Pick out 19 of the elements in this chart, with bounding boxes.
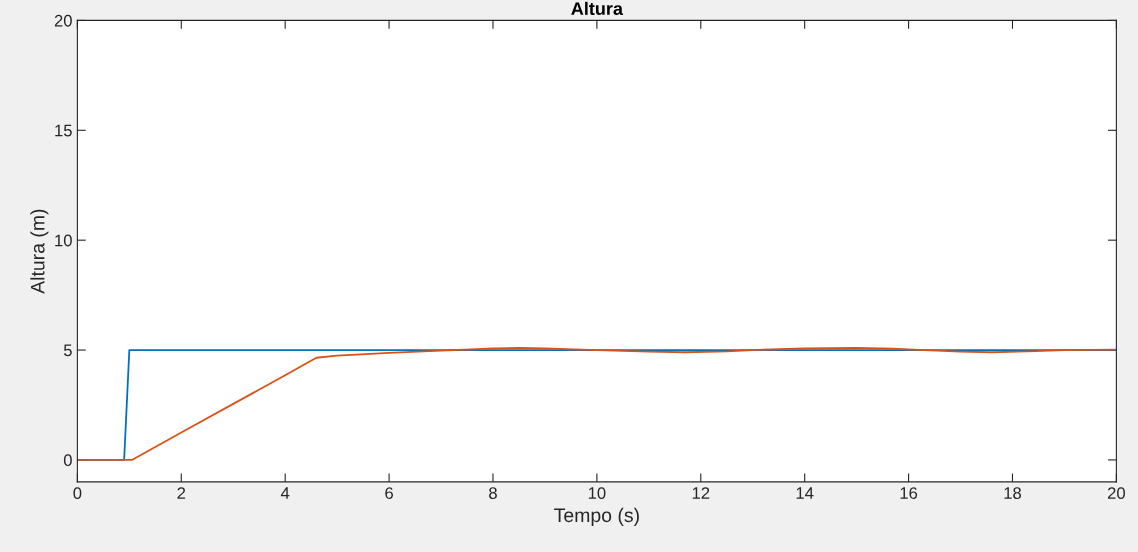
x-axis-title: Tempo (s) [554, 507, 639, 526]
x-tick-label: 20 [1107, 487, 1125, 499]
x-tick-label: 4 [280, 487, 290, 499]
x-tick-label: 10 [588, 487, 606, 499]
y-tick-label: 20 [54, 14, 72, 27]
x-tick-label: 18 [1004, 487, 1022, 499]
x-tick-label: 14 [796, 487, 814, 499]
y-tick-label: 0 [63, 454, 72, 467]
x-tick-label: 0 [73, 487, 82, 499]
y-tick-label: 5 [63, 344, 72, 357]
y-tick-label: 15 [55, 124, 72, 137]
x-tick-label: 2 [177, 487, 186, 499]
chart-title: Altura [571, 1, 624, 16]
x-tick-label: 16 [900, 487, 918, 499]
x-tick-label: 8 [489, 487, 497, 499]
x-tick-label: 6 [385, 487, 393, 499]
y-axis-title: Altura (m) [30, 209, 49, 294]
y-tick-label: 10 [55, 234, 72, 247]
x-tick-label: 12 [692, 487, 710, 499]
